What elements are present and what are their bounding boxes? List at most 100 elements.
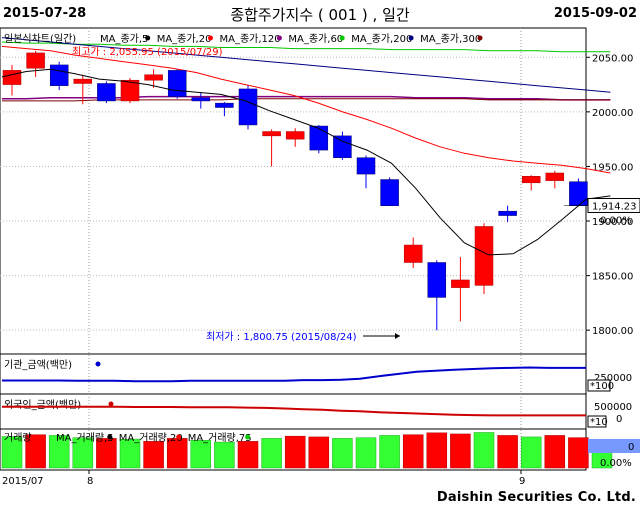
start-date: 2015-07-28 (3, 6, 87, 21)
candle-body (474, 226, 494, 286)
foreign-legend-marker (108, 401, 114, 407)
legend-marker (477, 35, 483, 41)
volume-bar (284, 435, 306, 469)
foreign-panel-frame (0, 393, 587, 430)
x-tick-label: 9 (519, 476, 525, 487)
foreign-tick-label-high: 500000 (594, 402, 632, 413)
volume-bar (25, 434, 46, 469)
legend-marker (408, 35, 414, 41)
volume-price-box (588, 439, 640, 453)
last-price-box (587, 197, 640, 213)
legend-marker (339, 35, 345, 41)
foreign-tick-label-zero: 0 (616, 414, 622, 425)
institution-tick-label: 250000 (594, 373, 632, 384)
candle-body (144, 74, 163, 81)
last-price-label: 1,914.23 (592, 201, 637, 212)
ma20-line (1, 45, 611, 174)
price-panel-title: 일본식차트(일간) (4, 33, 76, 45)
candle-body (120, 79, 140, 102)
volume-bar (1, 436, 23, 469)
candle-body (380, 179, 399, 206)
candle-body (498, 210, 517, 216)
foreign-unit: *10 (590, 417, 608, 428)
candle-body (545, 172, 565, 181)
volume-bar (214, 441, 235, 469)
price-tick-label: 2000.00 (592, 108, 633, 119)
candle-body (521, 176, 541, 184)
stock-chart[interactable]: 2050.00 2000.00 1950.00 1900.00 1850.00 1800.… (0, 0, 640, 490)
volume-legend-item: MA_거래량,75 (188, 432, 252, 444)
institution-panel-frame (0, 353, 587, 395)
volume-bar (308, 436, 330, 469)
volume-bar (426, 432, 448, 469)
legend-item: MA_종가,5 (100, 33, 148, 45)
volume-bar (402, 434, 424, 469)
institution-panel-title: 기관_금액(백만) (4, 359, 72, 371)
price-tick-label: 1900.00 (592, 217, 633, 228)
volume-bar (450, 433, 471, 469)
volume-bar (332, 438, 353, 469)
chart-title: 종합주가지수 ( 001 ) , 일간 (230, 6, 410, 24)
price-tick-label: 1850.00 (592, 272, 633, 283)
candle-body (356, 157, 376, 175)
candle-body (451, 279, 470, 288)
volume-bar (48, 435, 70, 469)
price-panel-frame (0, 27, 587, 355)
foreign-panel-title: 외국인_금액(백만) (4, 399, 81, 411)
candle-body (238, 88, 258, 126)
price-tick-label: 2050.00 (592, 53, 633, 64)
volume-bar (261, 438, 282, 469)
ma5-line (1, 68, 611, 256)
volume-bar (473, 432, 495, 469)
volume-bar (237, 441, 259, 469)
legend-marker (145, 35, 151, 41)
last-change-label: 0.00% (600, 215, 632, 226)
volume-bar (190, 440, 212, 469)
chart-header: 2015-07-28 종합주가지수 ( 001 ) , 일간 2015-09-0… (0, 0, 640, 30)
volume-bar (379, 435, 400, 469)
ma200-line (1, 37, 611, 93)
candle-body (167, 70, 187, 97)
price-tick-label: 1950.00 (592, 162, 633, 173)
legend-marker (276, 35, 282, 41)
candle-body (262, 131, 281, 137)
candle-body (427, 262, 447, 298)
volume-price-value: 0 (628, 442, 634, 453)
legend-item: MA_종가,60 (288, 33, 343, 45)
candle-body (73, 78, 93, 84)
x-tick-label: 8 (87, 476, 93, 487)
candle-body (97, 83, 116, 102)
end-date: 2015-09-02 (553, 6, 637, 21)
volume-bar (96, 438, 117, 469)
volume-panel-title: 거래량 (4, 432, 32, 444)
volume-legend-marker (245, 434, 251, 440)
candle-body (333, 135, 352, 158)
candle-body (403, 244, 423, 263)
candle-body (2, 70, 22, 85)
low-arrow-head (395, 333, 400, 339)
volume-bar (497, 435, 518, 469)
volume-bar (568, 437, 589, 469)
institution-unit-box (587, 379, 611, 392)
legend-item: MA_종가,200 (351, 33, 412, 45)
volume-bar (355, 437, 377, 469)
low-annotation: 최저가 : 1,800.75 (2015/08/24) (206, 331, 357, 343)
institution-line (2, 366, 586, 383)
volume-change-label: 0.00% (600, 458, 632, 469)
foreign-line (2, 405, 586, 417)
volume-legend-item: MA_거래량,20 (119, 432, 183, 444)
legend-item: MA_종가,120 (220, 33, 281, 45)
volume-bar (72, 437, 94, 469)
foreign-unit-box (587, 415, 607, 428)
volume-bar (119, 438, 141, 469)
ma60-line (1, 41, 611, 53)
volume-legend-marker (176, 434, 182, 440)
volume-legend-marker (107, 434, 113, 440)
candle-body (191, 97, 211, 102)
volume-legend-item: MA_거래량,5 (56, 432, 114, 444)
legend-marker (208, 35, 213, 41)
high-annotation: 최고가 : 2,055.95 (2015/07/29) (72, 46, 223, 58)
candle-body (26, 52, 45, 69)
x-start-label: 2015/07 (2, 476, 44, 487)
institution-unit: *100 (590, 381, 614, 392)
